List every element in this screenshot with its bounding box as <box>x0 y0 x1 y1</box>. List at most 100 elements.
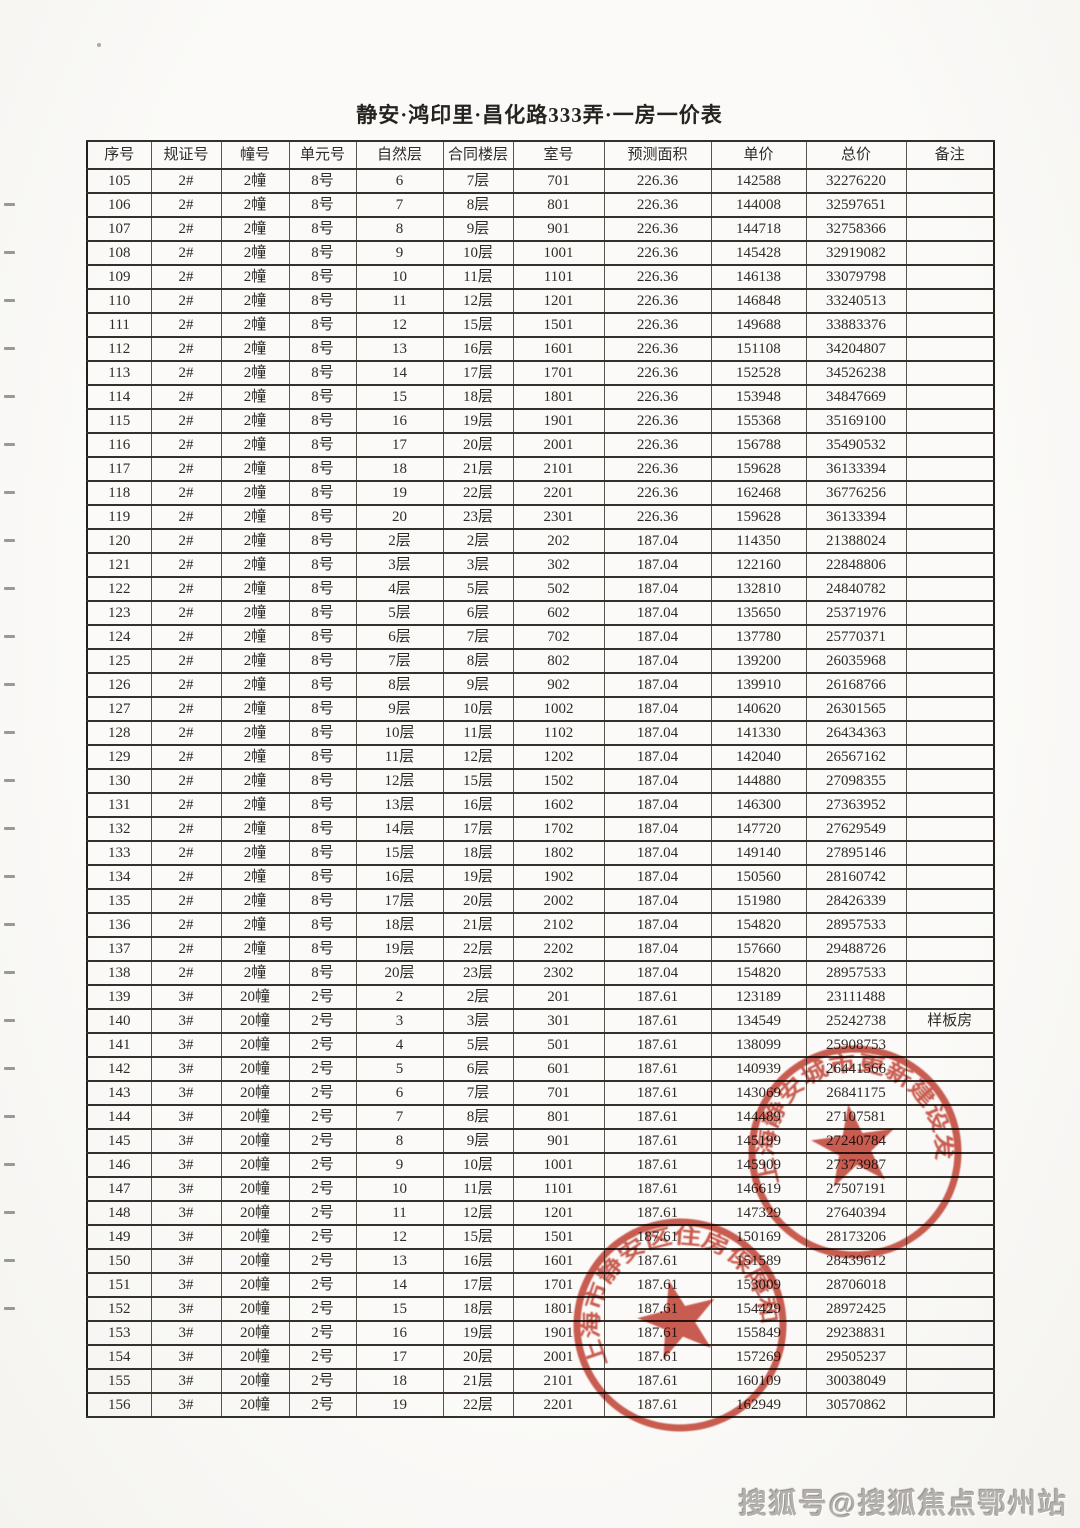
table-cell: 23111488 <box>805 984 907 1010</box>
table-cell <box>905 168 995 194</box>
scan-edge-mark <box>4 1115 15 1118</box>
table-cell: 2号 <box>288 984 357 1010</box>
table-cell: 2# <box>150 408 222 434</box>
table-cell: 2302 <box>512 960 605 986</box>
table-cell: 2# <box>150 840 222 866</box>
table-cell: 2层 <box>442 528 514 554</box>
table-row: 123 2# 2幢 8号 5层 6层 602 187.04 135650 25371976 <box>86 600 995 626</box>
scan-edge-mark <box>4 587 15 590</box>
table-cell: 901 <box>512 1128 605 1154</box>
table-cell: 15 <box>355 384 444 410</box>
table-cell: 12 <box>355 1224 444 1250</box>
table-cell <box>905 840 995 866</box>
table-cell: 10层 <box>442 240 514 266</box>
table-row: 144 3# 20幢 2号 7 8层 801 187.61 144489 27107581 <box>86 1104 995 1130</box>
table-cell: 4 <box>355 1032 444 1058</box>
table-cell: 10层 <box>442 1152 514 1178</box>
table-cell: 20幢 <box>220 1080 290 1106</box>
table-cell: 2# <box>150 696 222 722</box>
table-cell: 12层 <box>442 1200 514 1226</box>
table-cell <box>905 384 995 410</box>
table-cell: 118 <box>86 480 152 506</box>
table-cell <box>905 528 995 554</box>
table-cell: 123189 <box>710 984 807 1010</box>
table-cell: 29505237 <box>805 1344 907 1370</box>
table-row: 147 3# 20幢 2号 10 11层 1101 187.61 146619 27507191 <box>86 1176 995 1202</box>
table-row: 146 3# 20幢 2号 9 10层 1001 187.61 145909 27373987 <box>86 1152 995 1178</box>
table-cell: 20幢 <box>220 1176 290 1202</box>
table-cell: 226.36 <box>603 336 712 362</box>
table-cell: 151980 <box>710 888 807 914</box>
table-cell: 187.61 <box>603 1248 712 1274</box>
table-cell <box>905 888 995 914</box>
table-cell: 5 <box>355 1056 444 1082</box>
table-cell: 22层 <box>442 1392 514 1418</box>
table-cell: 119 <box>86 504 152 530</box>
table-row: 148 3# 20幢 2号 11 12层 1201 187.61 147329 27640394 <box>86 1200 995 1226</box>
scan-edge-mark <box>4 347 15 350</box>
table-row: 119 2# 2幢 8号 20 23层 2301 226.36 159628 36133394 <box>86 504 995 530</box>
table-row: 134 2# 2幢 8号 16层 19层 1902 187.04 150560 28160742 <box>86 864 995 890</box>
table-cell: 8号 <box>288 360 357 386</box>
table-cell: 134 <box>86 864 152 890</box>
table-cell: 29238831 <box>805 1320 907 1346</box>
table-cell: 160109 <box>710 1368 807 1394</box>
col-header-contract-floor: 合同楼层 <box>442 140 514 170</box>
table-cell: 701 <box>512 168 605 194</box>
table-cell: 27240784 <box>805 1128 907 1154</box>
table-cell: 30570862 <box>805 1392 907 1418</box>
col-header-room: 室号 <box>512 140 605 170</box>
table-cell: 3# <box>150 1200 222 1226</box>
table-cell: 26301565 <box>805 696 907 722</box>
table-cell: 187.04 <box>603 936 712 962</box>
table-cell: 2幢 <box>220 288 290 314</box>
table-cell: 36133394 <box>805 456 907 482</box>
scan-edge-mark <box>4 1307 15 1310</box>
table-cell: 2幢 <box>220 192 290 218</box>
table-cell: 3# <box>150 1176 222 1202</box>
table-cell: 8层 <box>355 672 444 698</box>
table-cell: 20幢 <box>220 1056 290 1082</box>
table-cell: 6 <box>355 168 444 194</box>
table-cell: 1801 <box>512 1296 605 1322</box>
table-row: 156 3# 20幢 2号 19 22层 2201 187.61 162949 30570862 <box>86 1392 995 1418</box>
table-cell: 2# <box>150 864 222 890</box>
table-cell: 132810 <box>710 576 807 602</box>
table-cell: 187.61 <box>603 1200 712 1226</box>
table-cell: 36133394 <box>805 504 907 530</box>
col-header-area: 预测面积 <box>603 140 712 170</box>
scan-speck <box>97 43 101 47</box>
table-cell <box>905 1248 995 1274</box>
table-cell: 157660 <box>710 936 807 962</box>
table-cell: 8层 <box>442 192 514 218</box>
table-cell: 8号 <box>288 264 357 290</box>
table-cell: 226.36 <box>603 408 712 434</box>
table-row: 126 2# 2幢 8号 8层 9层 902 187.04 139910 26168766 <box>86 672 995 698</box>
table-cell: 2# <box>150 720 222 746</box>
table-cell: 2幢 <box>220 312 290 338</box>
table-cell: 138099 <box>710 1032 807 1058</box>
table-cell: 20层 <box>442 432 514 458</box>
table-cell: 187.04 <box>603 696 712 722</box>
table-cell: 33240513 <box>805 288 907 314</box>
table-cell: 8号 <box>288 624 357 650</box>
table-cell: 20层 <box>442 888 514 914</box>
table-cell: 8号 <box>288 552 357 578</box>
table-cell: 159628 <box>710 456 807 482</box>
table-cell <box>905 576 995 602</box>
table-cell: 2幢 <box>220 504 290 530</box>
table-cell: 2层 <box>442 984 514 1010</box>
table-cell: 140620 <box>710 696 807 722</box>
table-row: 122 2# 2幢 8号 4层 5层 502 187.04 132810 24840782 <box>86 576 995 602</box>
table-cell: 1501 <box>512 1224 605 1250</box>
table-cell: 3# <box>150 1320 222 1346</box>
table-cell: 8号 <box>288 912 357 938</box>
table-cell: 149 <box>86 1224 152 1250</box>
table-cell: 2号 <box>288 1104 357 1130</box>
table-cell: 2幢 <box>220 216 290 242</box>
table-cell: 2# <box>150 384 222 410</box>
table-cell: 8号 <box>288 696 357 722</box>
table-cell: 14层 <box>355 816 444 842</box>
table-cell: 3# <box>150 1080 222 1106</box>
table-cell: 202 <box>512 528 605 554</box>
